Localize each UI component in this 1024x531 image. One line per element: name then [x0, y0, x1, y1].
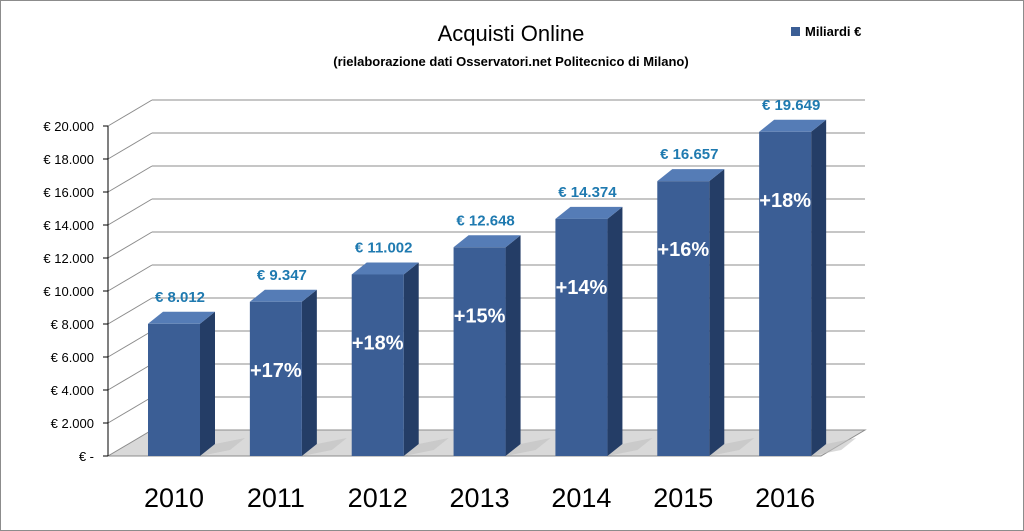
- bar-top: [759, 119, 827, 132]
- bar-side: [301, 289, 317, 456]
- y-tick-label: € 4.000: [51, 383, 94, 398]
- gridline-wall: [107, 198, 153, 226]
- bar: [657, 181, 710, 457]
- bar-top: [351, 262, 419, 275]
- bar-shadow: [200, 438, 245, 456]
- bar: [249, 301, 302, 456]
- bar-top: [453, 235, 521, 248]
- y-tick-label: € 10.000: [43, 284, 94, 299]
- gridline-wall: [107, 330, 153, 358]
- y-tick-label: € 14.000: [43, 218, 94, 233]
- y-tick-label: € 20.000: [43, 119, 94, 134]
- bar-top: [148, 311, 215, 324]
- data-label: € 19.649: [762, 97, 820, 114]
- data-label: € 12.648: [456, 212, 514, 229]
- bar: [759, 131, 812, 456]
- y-tick-label: € 12.000: [43, 251, 94, 266]
- y-tick-label: € 16.000: [43, 185, 94, 200]
- gridline-wall: [107, 396, 153, 424]
- bar-side: [505, 235, 521, 456]
- y-tick-label: € 18.000: [43, 152, 94, 167]
- y-tick-label: € 6.000: [51, 350, 94, 365]
- data-label: € 9.347: [257, 267, 307, 284]
- gridline-wall: [107, 297, 153, 325]
- y-tick-label: € 2.000: [51, 416, 94, 431]
- chart-subtitle: (rielaborazione dati Osservatori.net Pol…: [333, 54, 688, 69]
- legend-swatch: [791, 27, 800, 36]
- bar-shadow: [811, 438, 857, 456]
- legend: Miliardi €: [791, 24, 861, 39]
- gridline-wall: [107, 99, 153, 127]
- bar: [453, 247, 506, 456]
- bar-top: [249, 289, 317, 302]
- data-label: € 8.012: [155, 289, 205, 306]
- bar-shadow: [607, 438, 653, 456]
- x-tick-label: 2010: [144, 483, 204, 513]
- bar: [555, 218, 608, 456]
- data-label: € 11.002: [355, 239, 413, 256]
- data-label: € 14.374: [558, 184, 617, 201]
- data-label: € 16.657: [660, 146, 718, 163]
- bar-top: [657, 169, 725, 182]
- plot-area: € - € 2.000 € 4.000 € 6.000 € 8.000 € 10.000 €…: [43, 97, 867, 513]
- y-tick-label: € 8.000: [51, 317, 94, 332]
- bar-top: [555, 206, 623, 219]
- gridline-wall: [107, 363, 153, 391]
- bar-shadow: [301, 438, 347, 456]
- x-tick-label: 2016: [755, 483, 815, 513]
- growth-label: +17%: [250, 360, 302, 382]
- bar-shadow: [505, 438, 551, 456]
- gridline-wall: [107, 264, 153, 292]
- growth-label: +18%: [352, 332, 404, 354]
- chart-title: Acquisti Online: [438, 21, 585, 46]
- x-tick-label: 2013: [450, 483, 510, 513]
- gridline-wall: [107, 132, 153, 160]
- x-tick-label: 2012: [348, 483, 408, 513]
- bar-shadow: [709, 438, 755, 456]
- bar-side: [811, 119, 827, 456]
- y-tick-label: € -: [79, 449, 94, 464]
- growth-label: +18%: [759, 190, 811, 212]
- x-tick-label: 2011: [247, 483, 305, 513]
- bar: [351, 274, 404, 456]
- bar-side: [607, 206, 623, 456]
- bar-side: [403, 262, 419, 456]
- x-tick-label: 2014: [551, 483, 611, 513]
- bar-shadow: [403, 438, 449, 456]
- x-tick-label: 2015: [653, 483, 713, 513]
- gridline-wall: [107, 231, 153, 259]
- gridline-wall: [107, 165, 153, 193]
- legend-label: Miliardi €: [805, 24, 861, 39]
- bar: [148, 323, 200, 456]
- bar-side: [709, 169, 725, 457]
- growth-label: +16%: [657, 239, 709, 261]
- bar-side: [200, 311, 215, 456]
- growth-label: +14%: [556, 277, 608, 299]
- growth-label: +15%: [454, 305, 506, 327]
